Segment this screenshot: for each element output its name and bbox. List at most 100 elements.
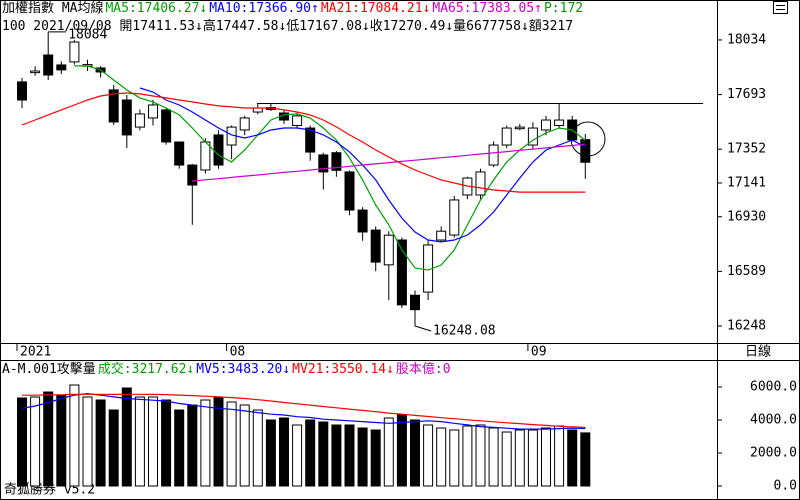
volume-bar (396, 414, 407, 487)
candle-body (370, 229, 381, 263)
candle-body (30, 70, 41, 74)
candle-body (580, 139, 591, 163)
candle-body (357, 209, 368, 233)
candle-body (174, 141, 185, 166)
volume-bar (580, 432, 591, 487)
volume-bar (43, 391, 54, 487)
annotation-leader (414, 325, 432, 332)
candle-body (541, 119, 551, 131)
y-tick-label: 6000.0 (750, 379, 797, 394)
header-segment: P:172 (543, 1, 584, 16)
candle-body (527, 127, 538, 146)
candle-body (252, 107, 263, 113)
header-segment: MA21:17084.21↓ (320, 1, 431, 16)
volume-bar (213, 396, 224, 487)
volume-bar (514, 429, 525, 487)
candle-body (56, 64, 67, 71)
candle-body (69, 41, 80, 63)
volume-bar (318, 421, 329, 487)
high-annotation: 18084 (68, 27, 107, 42)
candle-body (213, 134, 224, 166)
ma-line (21, 92, 586, 193)
volume-bar (370, 429, 381, 487)
ma-line (22, 393, 586, 428)
volume-bar (95, 399, 106, 487)
header-segment: MA65:17383.05↑ (432, 1, 542, 16)
ma-line (192, 143, 586, 182)
volume-bar (56, 394, 67, 487)
volume-bar (82, 396, 93, 487)
header-segment: MA5:17406.27↓ (105, 1, 208, 16)
header-segment: 成交:3217.62↓ (97, 362, 195, 377)
candle-body (410, 294, 420, 311)
volume-bar (488, 427, 499, 487)
low-annotation: 16248.08 (433, 324, 496, 339)
y-tick-label: 18034 (727, 32, 766, 47)
x-tick-label: 09 (531, 345, 547, 360)
candle-body (383, 234, 394, 266)
volume-bar (17, 397, 27, 487)
candle-body (292, 115, 303, 126)
volume-bar (30, 396, 41, 487)
price-info: 100 2021/09/08 開17411.53↓高17447.58↓低1716… (2, 18, 715, 35)
volume-bar (541, 427, 551, 487)
volume-bar (462, 425, 473, 487)
volume-bar (200, 399, 211, 487)
y-tick-label: 17141 (727, 175, 766, 190)
candle-body (17, 81, 27, 101)
volume-bar (357, 427, 368, 487)
volume-bar (475, 424, 486, 487)
candle-body (475, 171, 486, 196)
candle-body (488, 144, 499, 166)
volume-bar (121, 387, 132, 487)
volume-bar (344, 424, 355, 487)
volume-bar (567, 429, 578, 487)
candle-body (331, 152, 342, 171)
y-tick-label: 17352 (727, 142, 766, 157)
period-label: 日線 (745, 344, 771, 360)
volume-bar (69, 384, 80, 487)
header-segment: MA10:17366.90↑ (209, 1, 319, 16)
volume-bar (279, 417, 289, 487)
header-segment: A-M.001攻擊量 (2, 362, 96, 377)
volume-bar (383, 417, 394, 487)
menu-icon[interactable] (773, 1, 788, 14)
candle-body (134, 113, 145, 128)
volume-bar (292, 424, 303, 487)
candle-body (436, 230, 447, 241)
volume-bar (265, 419, 276, 487)
y-tick-label: 4000.0 (750, 412, 797, 427)
header-segment: 股本億:0 (395, 362, 451, 377)
candle-body (43, 54, 54, 76)
candle-body (396, 239, 407, 306)
ma-line (74, 65, 586, 271)
volume-bar (239, 404, 250, 487)
y-tick-label: 0.0 (774, 478, 797, 493)
info-text: 100 2021/09/08 開17411.53↓高17447.58↓低1716… (2, 19, 574, 34)
volume-bar (161, 399, 172, 487)
candle-body (305, 127, 316, 153)
volume-bar (554, 425, 565, 487)
candle-body (514, 126, 525, 130)
candle-body (121, 99, 132, 136)
volume-bar (436, 427, 447, 487)
candle-body (200, 141, 211, 171)
candle-body (161, 109, 172, 143)
header-segment: 加權指數 MA均線 (2, 1, 104, 16)
volume-bar (108, 409, 119, 487)
y-tick-label: 2000.0 (750, 445, 797, 460)
candle-body (344, 171, 355, 211)
candle-body (187, 164, 198, 186)
volume-bar (501, 431, 512, 487)
price-header: 加權指數 MA均線 MA5:17406.27↓ MA10:17366.90↑ MA21… (2, 0, 715, 17)
header-segment: MV21:3550.14↓ (292, 362, 394, 377)
candle-body (108, 89, 119, 123)
volume-bar (174, 409, 185, 487)
y-tick-label: 16930 (727, 209, 766, 224)
volume-bar (331, 424, 342, 487)
volume-bar (252, 409, 263, 487)
volume-bar (305, 419, 316, 487)
volume-bar (148, 396, 158, 487)
candle-body (449, 199, 460, 236)
